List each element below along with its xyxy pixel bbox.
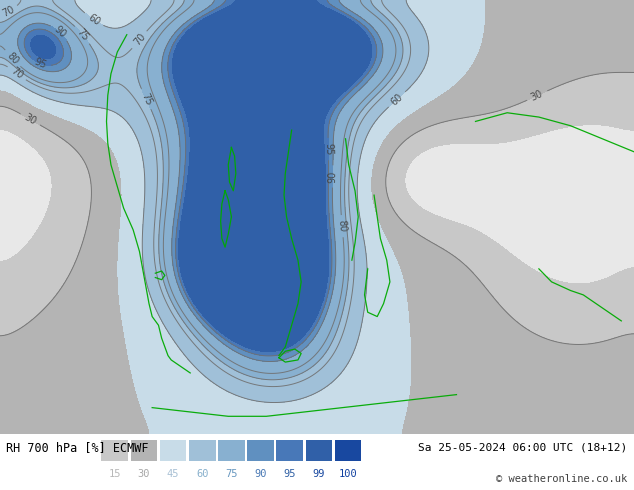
Bar [218,441,245,461]
Text: 30: 30 [529,89,545,103]
Text: 90: 90 [254,468,267,479]
Text: Sa 25-05-2024 06:00 UTC (18+12): Sa 25-05-2024 06:00 UTC (18+12) [418,443,628,453]
Text: 95: 95 [32,56,48,71]
Text: 95: 95 [283,468,296,479]
Text: 60: 60 [389,92,405,107]
Text: 60: 60 [196,468,209,479]
Text: RH 700 hPa [%] ECMWF: RH 700 hPa [%] ECMWF [6,441,149,454]
Text: 15: 15 [108,468,121,479]
Text: 90: 90 [52,24,68,40]
Text: © weatheronline.co.uk: © weatheronline.co.uk [496,474,628,484]
Text: 75: 75 [225,468,238,479]
Bar [247,441,274,461]
Bar [131,441,157,461]
Bar [335,441,361,461]
Bar [189,441,216,461]
Text: 30: 30 [22,112,38,127]
Text: 80: 80 [337,220,347,233]
Text: 75: 75 [75,27,90,43]
Text: 30: 30 [138,468,150,479]
Text: 70: 70 [0,5,16,19]
Text: 70: 70 [9,66,25,81]
Bar [160,441,186,461]
Text: 70: 70 [132,32,147,48]
Text: 80: 80 [4,50,20,66]
Text: 95: 95 [323,143,333,155]
Bar [101,441,128,461]
Text: 100: 100 [339,468,358,479]
Text: 99: 99 [313,468,325,479]
Text: 90: 90 [328,170,338,183]
Text: 60: 60 [86,12,101,27]
Text: 75: 75 [139,91,153,107]
Text: 45: 45 [167,468,179,479]
Bar [276,441,303,461]
Bar [306,441,332,461]
